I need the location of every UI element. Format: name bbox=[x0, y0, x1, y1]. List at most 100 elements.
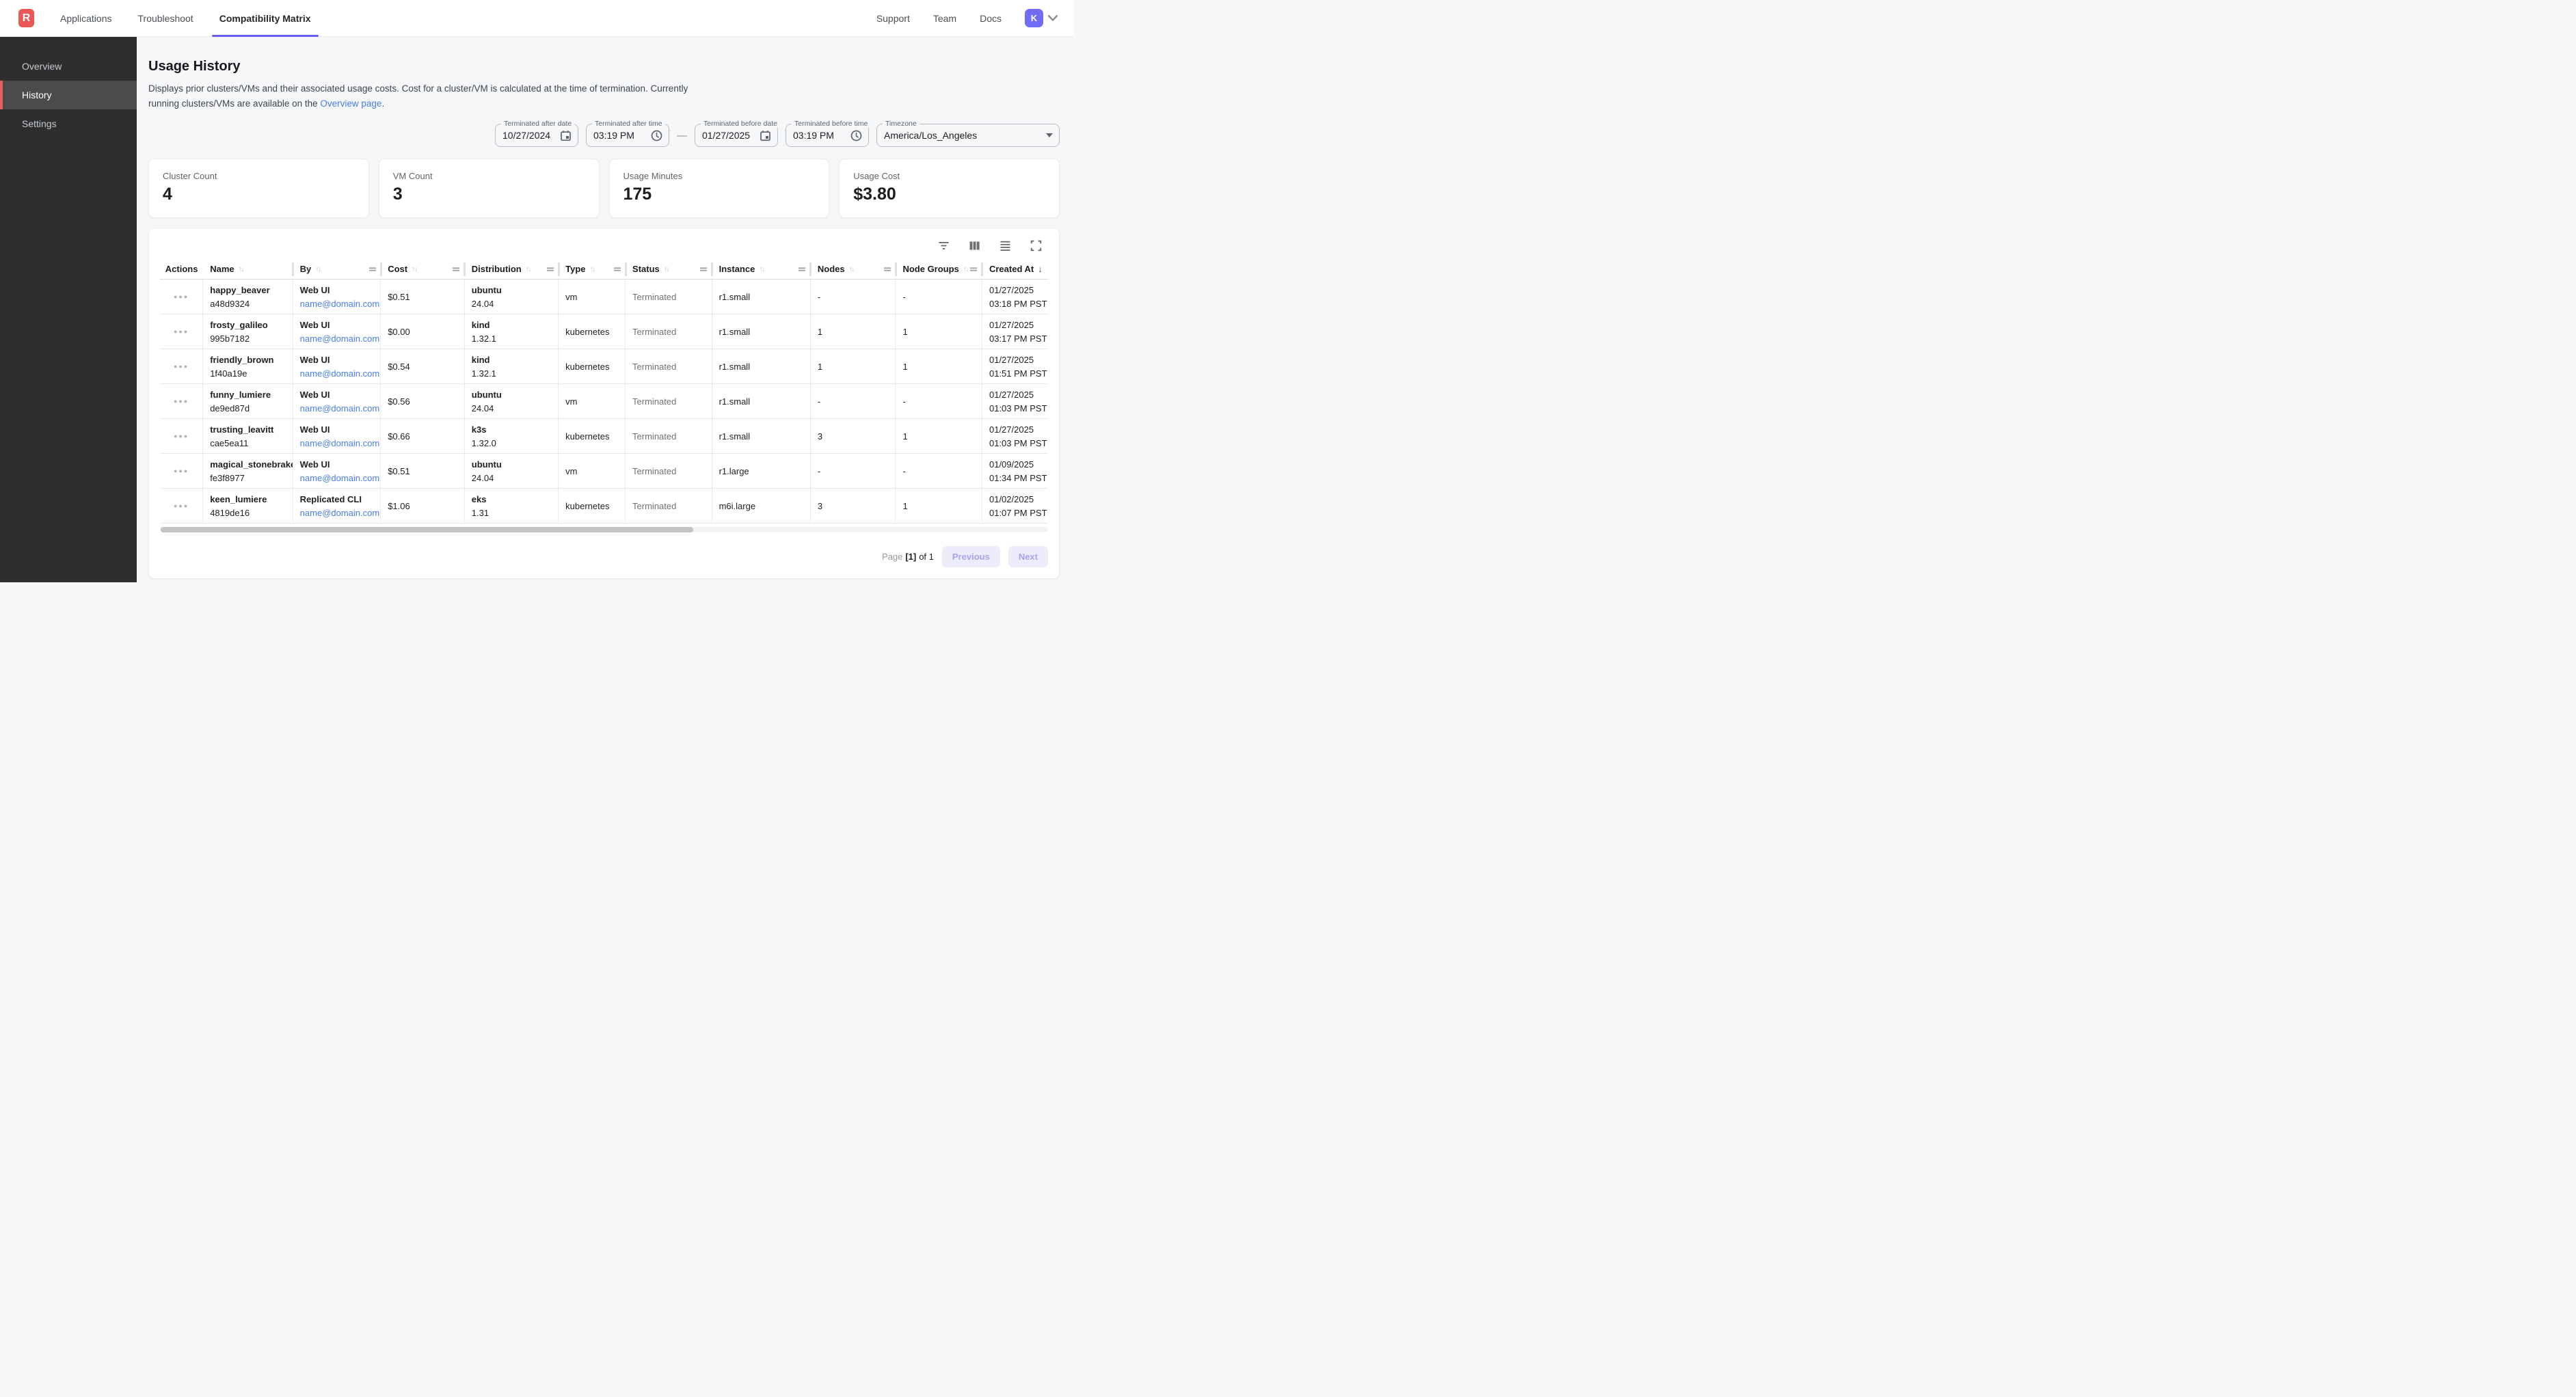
creator-email-link[interactable]: name@domain.com bbox=[299, 333, 380, 344]
column-separator[interactable] bbox=[379, 262, 382, 276]
table-row[interactable]: ●●● friendly_brown 1f40a19e Web UI name@do… bbox=[160, 349, 1048, 385]
filter-field-value: 10/27/2024 bbox=[502, 130, 551, 141]
table-row[interactable]: ●●● funny_lumiere de9ed87d Web UI name@dom… bbox=[160, 384, 1048, 420]
sort-icon[interactable]: ↑↓ bbox=[238, 265, 245, 273]
table-row[interactable]: ●●● frosty_galileo 995b7182 Web UI name@do… bbox=[160, 314, 1048, 350]
column-header[interactable]: Name ↑↓ bbox=[203, 259, 295, 279]
cell-node-groups: - bbox=[896, 384, 982, 419]
sort-icon[interactable]: ↑↓ bbox=[963, 265, 969, 273]
sort-icon[interactable]: ↑↓ bbox=[759, 265, 765, 273]
creator-email-link[interactable]: name@domain.com bbox=[299, 403, 380, 413]
column-header[interactable]: Actions bbox=[160, 259, 203, 279]
sort-icon[interactable]: ↑↓ bbox=[848, 265, 855, 273]
replicated-logo[interactable]: R bbox=[18, 9, 34, 27]
cell-instance: m6i.large bbox=[712, 489, 811, 524]
filter-field-label: Terminated after time bbox=[592, 120, 665, 128]
nav-tab-label: Compatibility Matrix bbox=[219, 12, 311, 24]
fullscreen-icon[interactable] bbox=[1030, 239, 1043, 252]
column-separator[interactable] bbox=[809, 262, 812, 276]
nav-tab[interactable]: Compatibility Matrix bbox=[211, 0, 319, 37]
sort-icon[interactable]: ↑↓ bbox=[412, 265, 418, 273]
cell-name: frosty_galileo 995b7182 bbox=[203, 314, 293, 349]
column-separator[interactable] bbox=[981, 262, 984, 276]
filter-field[interactable]: Terminated before time 03:19 PM bbox=[786, 120, 871, 148]
filter-field[interactable]: Terminated before date 01/27/2025 bbox=[695, 120, 780, 148]
sidebar-item[interactable]: Settings bbox=[0, 109, 137, 138]
table-row[interactable]: ●●● keen_lumiere 4819de16 Replicated CLI n… bbox=[160, 489, 1048, 524]
creator-email-link[interactable]: name@domain.com bbox=[299, 368, 380, 379]
column-menu-icon[interactable] bbox=[699, 265, 708, 273]
row-actions-button[interactable]: ●●● bbox=[173, 502, 189, 510]
cell-type: kubernetes bbox=[559, 489, 626, 524]
sidebar-item[interactable]: History bbox=[0, 81, 137, 109]
column-menu-icon[interactable] bbox=[613, 265, 621, 273]
column-header[interactable]: Nodes ↑↓ bbox=[811, 259, 897, 279]
filter-field[interactable]: Timezone America/Los_Angeles bbox=[876, 120, 1060, 148]
nav-link[interactable]: Team bbox=[933, 12, 957, 24]
creator-email-link[interactable]: name@domain.com bbox=[299, 437, 380, 448]
column-separator[interactable] bbox=[464, 262, 466, 276]
filter-field-label: Timezone bbox=[883, 120, 920, 128]
column-menu-icon[interactable] bbox=[969, 265, 978, 273]
next-page-button[interactable]: Next bbox=[1008, 546, 1048, 568]
nav-link[interactable]: Support bbox=[876, 12, 910, 24]
cell-node-groups: 1 bbox=[896, 349, 982, 384]
row-actions-button[interactable]: ●●● bbox=[173, 363, 189, 370]
creator-email-link[interactable]: name@domain.com bbox=[299, 298, 380, 309]
sidebar-item[interactable]: Overview bbox=[0, 52, 137, 81]
table-row[interactable]: ●●● trusting_leavitt cae5ea11 Web UI name@… bbox=[160, 419, 1048, 455]
column-header[interactable]: Created At ↓ bbox=[982, 259, 1048, 279]
overview-page-link[interactable]: Overview page bbox=[320, 98, 382, 109]
cell-name: trusting_leavitt cae5ea11 bbox=[203, 419, 293, 454]
sidebar-item-label: Settings bbox=[22, 118, 57, 129]
column-separator[interactable] bbox=[292, 262, 295, 276]
table-row[interactable]: ●●● happy_beaver a48d9324 Web UI name@doma… bbox=[160, 280, 1048, 315]
column-header[interactable]: Type ↑↓ bbox=[559, 259, 627, 279]
column-separator[interactable] bbox=[624, 262, 627, 276]
column-menu-icon[interactable] bbox=[452, 265, 460, 273]
columns-icon[interactable] bbox=[968, 239, 981, 252]
column-header[interactable]: Instance ↑↓ bbox=[712, 259, 812, 279]
sort-icon[interactable]: ↑↓ bbox=[315, 265, 321, 273]
row-actions-button[interactable]: ●●● bbox=[173, 293, 189, 301]
sort-icon[interactable]: ↑↓ bbox=[589, 265, 596, 273]
column-header[interactable]: Cost ↑↓ bbox=[381, 259, 466, 279]
nav-tab[interactable]: Troubleshoot bbox=[137, 0, 195, 36]
sort-desc-icon[interactable]: ↓ bbox=[1038, 264, 1043, 275]
creator-email-link[interactable]: name@domain.com bbox=[299, 507, 380, 518]
row-actions-button[interactable]: ●●● bbox=[173, 467, 189, 475]
cell-distribution: kind 1.32.1 bbox=[465, 349, 559, 384]
account-menu-button[interactable]: K bbox=[1025, 9, 1058, 27]
previous-page-button[interactable]: Previous bbox=[941, 546, 1000, 568]
table-row[interactable]: ●●● magical_stonebraker fe3f8977 Web UI na… bbox=[160, 454, 1048, 489]
row-actions-button[interactable]: ●●● bbox=[173, 433, 189, 440]
density-icon[interactable] bbox=[999, 239, 1012, 252]
row-actions-button[interactable]: ●●● bbox=[173, 398, 189, 405]
row-actions-button[interactable]: ●●● bbox=[173, 328, 189, 336]
column-menu-icon[interactable] bbox=[546, 265, 554, 273]
sort-icon[interactable]: ↑↓ bbox=[663, 265, 670, 273]
column-menu-icon[interactable] bbox=[798, 265, 806, 273]
column-separator[interactable] bbox=[557, 262, 560, 276]
nav-tab[interactable]: Applications bbox=[59, 0, 113, 36]
filter-field[interactable]: Terminated after time 03:19 PM bbox=[586, 120, 669, 148]
sort-icon[interactable]: ↑↓ bbox=[525, 265, 532, 273]
column-menu-icon[interactable] bbox=[883, 265, 891, 273]
cell-cost: $0.51 bbox=[381, 454, 465, 489]
scrollbar-thumb[interactable] bbox=[161, 527, 694, 533]
column-header[interactable]: Node Groups ↑↓ bbox=[896, 259, 984, 279]
column-menu-icon[interactable] bbox=[368, 265, 377, 273]
filter-icon[interactable] bbox=[937, 239, 950, 252]
creator-email-link[interactable]: name@domain.com bbox=[299, 472, 380, 483]
column-header[interactable]: Distribution ↑↓ bbox=[465, 259, 560, 279]
status-text: Terminated bbox=[632, 431, 677, 442]
filter-field[interactable]: Terminated after date 10/27/2024 bbox=[495, 120, 578, 148]
column-header[interactable]: Status ↑↓ bbox=[626, 259, 714, 279]
cell-nodes: 1 bbox=[811, 349, 896, 384]
column-separator[interactable] bbox=[711, 262, 714, 276]
nav-link[interactable]: Docs bbox=[980, 12, 1002, 24]
column-header[interactable]: By ↑↓ bbox=[293, 259, 382, 279]
horizontal-scrollbar[interactable] bbox=[160, 527, 1048, 533]
column-separator[interactable] bbox=[894, 262, 897, 276]
cell-instance: r1.small bbox=[712, 349, 811, 384]
